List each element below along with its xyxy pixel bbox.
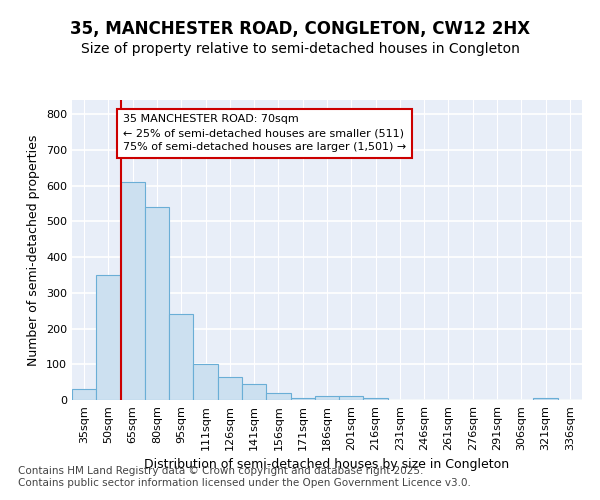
Text: Size of property relative to semi-detached houses in Congleton: Size of property relative to semi-detach… [80,42,520,56]
Bar [242,384,266,400]
Bar [96,275,121,400]
Bar [364,398,388,400]
Text: 35, MANCHESTER ROAD, CONGLETON, CW12 2HX: 35, MANCHESTER ROAD, CONGLETON, CW12 2HX [70,20,530,38]
Bar [339,396,364,400]
Y-axis label: Number of semi-detached properties: Number of semi-detached properties [28,134,40,366]
Bar [121,182,145,400]
X-axis label: Distribution of semi-detached houses by size in Congleton: Distribution of semi-detached houses by … [145,458,509,471]
Bar [218,377,242,400]
Bar [266,393,290,400]
Bar [169,314,193,400]
Bar [193,364,218,400]
Bar [72,390,96,400]
Bar [533,398,558,400]
Text: Contains HM Land Registry data © Crown copyright and database right 2025.
Contai: Contains HM Land Registry data © Crown c… [18,466,471,487]
Bar [290,398,315,400]
Bar [315,396,339,400]
Bar [145,207,169,400]
Text: 35 MANCHESTER ROAD: 70sqm
← 25% of semi-detached houses are smaller (511)
75% of: 35 MANCHESTER ROAD: 70sqm ← 25% of semi-… [123,114,406,152]
